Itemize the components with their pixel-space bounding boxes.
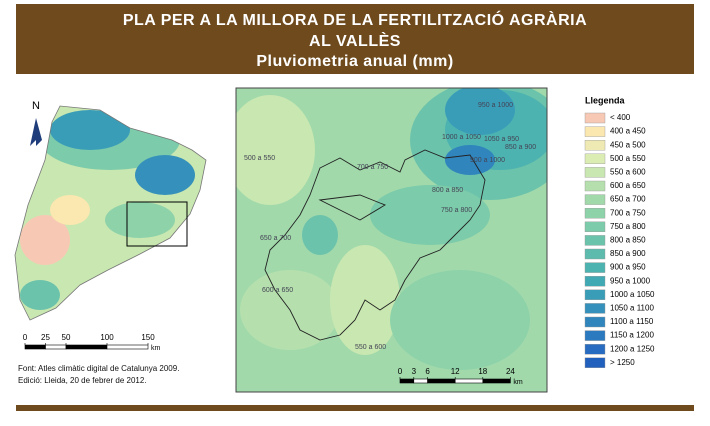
region-outline (14, 105, 207, 321)
subtitle: Pluviometria anual (mm) (256, 53, 453, 70)
legend-swatch (584, 262, 606, 273)
scale-label: 0 (398, 367, 403, 376)
contour-label: 850 a 900 (505, 144, 536, 151)
detail-frame (126, 201, 188, 247)
legend-label: 900 a 950 (610, 263, 646, 272)
legend-swatch (584, 139, 606, 151)
legend-swatch (584, 207, 606, 219)
legend-swatch (584, 167, 606, 178)
contour-label: 750 a 800 (441, 207, 472, 214)
title: PLA PER A LA MILLORA DE LA FERTILITZACIÓ… (123, 10, 587, 29)
scale-label: 24 (506, 367, 515, 376)
legend-label: < 400 (610, 113, 631, 122)
scale-segment (399, 378, 415, 384)
scale-segment (45, 344, 67, 350)
source-line: Edició: Lleida, 20 de febrer de 2012. (18, 376, 147, 385)
source-line: Font: Atles climàtic digital de Cataluny… (18, 364, 179, 373)
legend-swatch (584, 112, 606, 124)
scale-segment (65, 344, 108, 350)
legend-label: 400 a 450 (610, 127, 646, 136)
legend-swatch (584, 357, 606, 368)
scale-label: 150 (141, 333, 155, 342)
north-arrow (30, 118, 42, 146)
legend-label: > 1250 (610, 358, 635, 367)
scale-label: 25 (41, 333, 50, 342)
legend-title: Llegenda (585, 95, 626, 105)
legend-swatch (584, 235, 606, 246)
contour-label: 950 a 1000 (478, 102, 513, 109)
legend-label: 1050 a 1100 (610, 304, 654, 313)
contour-label: 600 a 650 (262, 287, 293, 294)
contour-label: 500 a 550 (244, 155, 275, 162)
legend-swatch (584, 276, 606, 287)
scale-segment (427, 378, 456, 384)
legend-label: 1150 a 1200 (610, 331, 654, 340)
legend-label: 700 a 750 (610, 208, 646, 217)
scale-label: 100 (100, 333, 114, 342)
legend-label: 450 a 500 (610, 140, 646, 149)
scale-label: 18 (478, 367, 487, 376)
scale-unit: km (151, 345, 161, 352)
contour-label: 1050 a 950 (484, 136, 519, 143)
legend-label: 600 a 650 (610, 181, 646, 190)
scale-segment (106, 344, 149, 350)
scale-label: 3 (412, 367, 417, 376)
legend-swatch (584, 289, 606, 300)
footer-band (16, 405, 694, 411)
legend-label: 1100 a 1150 (610, 317, 654, 326)
legend-swatch (584, 344, 606, 355)
scale-label: 12 (451, 367, 460, 376)
legend-label: 950 a 1000 (610, 276, 651, 285)
legend-swatch (584, 194, 606, 205)
contour-label: 650 a 700 (260, 235, 291, 242)
scale-segment (454, 378, 484, 384)
scale-segment (413, 378, 428, 384)
scale-segment (24, 344, 46, 350)
contour-label: 700 a 750 (357, 164, 388, 171)
scale-label: 6 (425, 367, 430, 376)
legend-swatch (584, 126, 606, 137)
legend-swatch (584, 303, 606, 314)
legend-swatch (584, 221, 606, 233)
detail-border (235, 87, 548, 393)
scale-unit: km (513, 379, 523, 386)
legend-swatch (584, 316, 606, 328)
legend-swatch (584, 330, 606, 341)
scale-label: 50 (62, 333, 71, 342)
contour-label: 550 a 600 (355, 344, 386, 351)
contour-label: 1000 a 1050 (442, 134, 481, 141)
legend-swatch (584, 180, 606, 192)
legend-label: 1000 a 1050 (610, 290, 655, 299)
comarca-outline (264, 149, 486, 341)
north-label: N (32, 100, 40, 112)
legend-label: 750 a 800 (610, 222, 646, 231)
legend-swatch (584, 153, 606, 165)
legend-label: 550 a 600 (610, 168, 646, 177)
header-band (16, 4, 694, 74)
legend-label: 500 a 550 (610, 154, 646, 163)
legend-label: 800 a 850 (610, 236, 646, 245)
title: AL VALLÈS (309, 31, 401, 50)
detail-map (236, 88, 547, 392)
legend-label: 650 a 700 (610, 195, 646, 204)
contour-label: 900 a 1000 (470, 157, 505, 164)
scale-segment (482, 378, 511, 384)
legend-swatch (584, 248, 606, 260)
legend-label: 850 a 900 (610, 249, 646, 258)
scale-label: 0 (23, 333, 28, 342)
legend-label: 1200 a 1250 (610, 344, 655, 353)
contour-label: 800 a 850 (432, 187, 463, 194)
